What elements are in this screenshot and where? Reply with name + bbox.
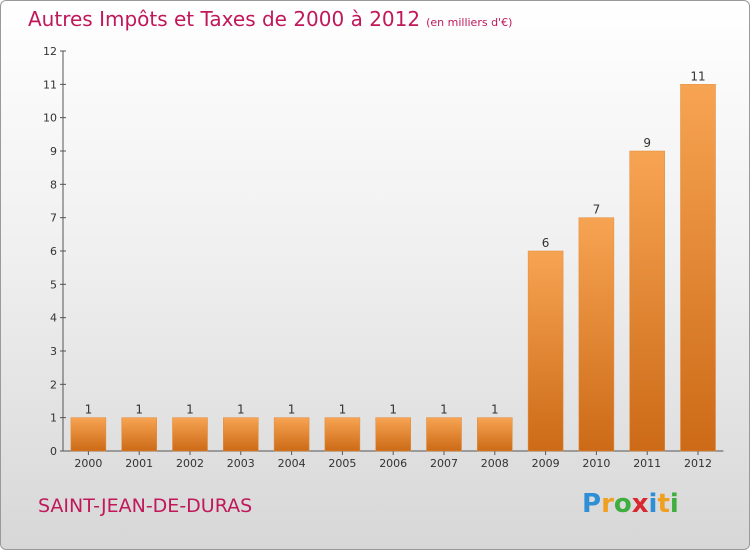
logo-letter: i — [648, 489, 658, 519]
value-label-2003: 1 — [237, 403, 245, 417]
y-tick-label: 7 — [50, 212, 57, 225]
x-tick-label-2001: 2001 — [125, 457, 153, 470]
y-tick-label: 12 — [43, 45, 57, 58]
x-tick-label-2000: 2000 — [74, 457, 102, 470]
logo-letter: r — [601, 489, 614, 519]
bar-2005 — [324, 417, 361, 452]
value-label-2007: 1 — [440, 403, 448, 417]
value-label-2012: 11 — [690, 69, 705, 83]
x-tick-label-2007: 2007 — [430, 457, 458, 470]
logo-letter: i — [669, 489, 679, 519]
value-label-2011: 9 — [643, 136, 651, 150]
y-tick-label: 4 — [50, 312, 57, 325]
y-tick-label: 2 — [50, 378, 57, 391]
chart-subtitle: (en milliers d'€) — [426, 16, 513, 29]
y-tick-label: 0 — [50, 445, 57, 458]
x-tick-label-2011: 2011 — [633, 457, 661, 470]
logo-letter: o — [613, 489, 632, 519]
value-label-2004: 1 — [288, 403, 296, 417]
bar-2012 — [680, 84, 716, 452]
chart-title-block: Autres Impôts et Taxes de 2000 à 2012 (en… — [28, 7, 512, 31]
y-tick-label: 10 — [43, 112, 57, 125]
value-label-2006: 1 — [389, 403, 397, 417]
x-tick-label-2004: 2004 — [278, 457, 306, 470]
value-label-2000: 1 — [85, 403, 93, 417]
value-label-2001: 1 — [135, 403, 143, 417]
bar-2006 — [375, 417, 411, 452]
logo-letter: P — [582, 489, 602, 519]
value-label-2010: 7 — [593, 203, 601, 217]
commune-name: SAINT-JEAN-DE-DURAS — [38, 495, 253, 517]
chart-title: Autres Impôts et Taxes de 2000 à 2012 — [28, 7, 421, 31]
x-tick-label-2006: 2006 — [379, 457, 407, 470]
logo-letter: x — [631, 489, 649, 519]
value-label-2005: 1 — [339, 403, 347, 417]
y-tick-label: 5 — [50, 278, 57, 291]
y-tick-label: 11 — [43, 78, 57, 91]
bar-2002 — [172, 417, 208, 452]
y-tick-label: 3 — [50, 345, 57, 358]
bar-2010 — [578, 217, 615, 452]
value-label-2002: 1 — [186, 403, 194, 417]
bar-2011 — [629, 150, 665, 452]
x-tick-label-2002: 2002 — [176, 457, 204, 470]
y-tick-label: 1 — [50, 412, 57, 425]
bar-2009 — [527, 250, 564, 452]
x-tick-label-2005: 2005 — [328, 457, 356, 470]
bar-2004 — [273, 417, 310, 452]
bar-2003 — [223, 417, 259, 452]
value-label-2009: 6 — [542, 236, 550, 250]
value-label-2008: 1 — [491, 403, 499, 417]
bar-2008 — [477, 417, 513, 452]
x-tick-label-2009: 2009 — [532, 457, 560, 470]
proxiti-logo[interactable]: Proxiti — [582, 489, 679, 519]
x-tick-label-2003: 2003 — [227, 457, 255, 470]
x-tick-label-2008: 2008 — [481, 457, 509, 470]
x-tick-label-2010: 2010 — [582, 457, 610, 470]
y-tick-label: 9 — [50, 145, 57, 158]
y-tick-label: 6 — [50, 245, 57, 258]
x-tick-label-2012: 2012 — [684, 457, 712, 470]
logo-letter: t — [657, 489, 670, 519]
y-tick-label: 8 — [50, 178, 57, 191]
bar-2007 — [426, 417, 462, 452]
bar-2001 — [121, 417, 157, 452]
bar-2000 — [70, 417, 107, 452]
